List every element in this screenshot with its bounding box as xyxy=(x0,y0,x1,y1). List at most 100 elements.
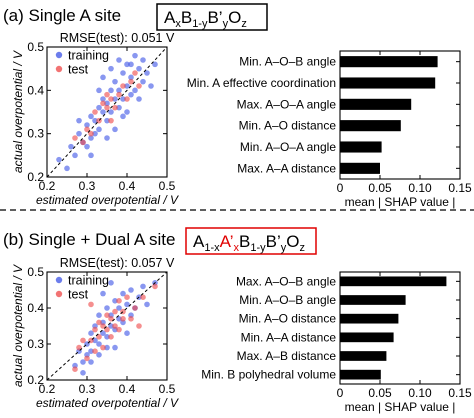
formula-part: y xyxy=(281,242,287,254)
feature-label: Min. A–O distance xyxy=(239,312,337,326)
training-point xyxy=(96,352,102,358)
training-point xyxy=(108,65,114,72)
formula-part: 1-x xyxy=(204,242,220,254)
training-point xyxy=(80,359,86,365)
x-tick-label: 0.2 xyxy=(39,382,56,396)
training-point xyxy=(116,57,122,63)
training-point xyxy=(116,316,122,322)
test-point xyxy=(132,305,138,311)
test-point xyxy=(92,348,98,355)
test-point xyxy=(120,83,126,89)
test-point xyxy=(88,301,94,308)
training-point xyxy=(100,109,106,115)
x-tick-label: 0.4 xyxy=(119,382,136,396)
test-point xyxy=(96,319,102,326)
shap-bar xyxy=(340,332,394,343)
legend-label: training xyxy=(68,274,109,288)
training-point xyxy=(108,323,114,329)
test-point xyxy=(112,323,118,329)
x-tick-label: 0.10 xyxy=(408,386,432,400)
x-tick-label: 0.05 xyxy=(368,386,392,400)
training-point xyxy=(64,165,70,172)
x-tick-label: 0 xyxy=(337,181,344,195)
plot-frame xyxy=(339,271,461,385)
scatter-plot-a: RMSE(test): 0.051 V 0.2 0.3 0.4 0.5 0.2 0.3 0.4… xyxy=(11,31,179,207)
x-tick-label: 0.3 xyxy=(79,179,96,193)
training-point xyxy=(140,78,146,85)
shap-bar xyxy=(340,295,406,305)
training-point xyxy=(128,61,134,68)
parity-line xyxy=(46,271,168,381)
training-point xyxy=(108,109,114,115)
training-point xyxy=(120,70,126,76)
test-point xyxy=(92,109,98,115)
shap-bar xyxy=(340,313,399,324)
training-point xyxy=(108,87,114,94)
training-point xyxy=(140,57,146,63)
training-point xyxy=(124,83,130,89)
feature-label: Min. A effective coordination xyxy=(187,76,336,90)
test-point xyxy=(104,312,110,319)
training-point xyxy=(112,298,118,304)
training-point xyxy=(88,113,94,120)
training-point xyxy=(144,301,150,308)
legend-marker xyxy=(55,276,63,284)
training-point xyxy=(108,280,114,286)
x-tick-label: 0.15 xyxy=(448,386,472,400)
test-point xyxy=(120,316,126,322)
training-point xyxy=(120,96,126,102)
test-point xyxy=(108,316,114,322)
test-point xyxy=(136,323,142,329)
formula-part: B’ xyxy=(266,232,281,251)
test-point xyxy=(104,326,110,333)
x-tick-label: 0.15 xyxy=(448,181,472,195)
test-point xyxy=(112,104,118,111)
training-point xyxy=(84,122,90,128)
test-point xyxy=(152,283,158,290)
y-axis-label: actual overpotential / V xyxy=(11,50,25,173)
shap-bar xyxy=(340,351,387,361)
test-point xyxy=(88,130,94,137)
test-point xyxy=(80,139,86,146)
training-point xyxy=(104,100,110,107)
x-tick-label: 0.05 xyxy=(368,181,392,195)
shap-bar xyxy=(340,369,381,380)
training-point xyxy=(96,126,102,133)
legend-marker xyxy=(55,51,63,59)
feature-label: Min. A–O–A angle xyxy=(240,140,336,154)
panel-a-label: (a) Single A site xyxy=(3,6,121,25)
y-tick-label: 0.4 xyxy=(27,83,44,97)
training-point xyxy=(128,74,134,81)
training-point xyxy=(128,91,134,98)
training-point xyxy=(128,287,134,293)
training-point xyxy=(96,341,102,347)
feature-label: Max. A–A distance xyxy=(237,161,336,175)
plot-frame xyxy=(46,271,168,381)
shap-bar xyxy=(340,141,382,153)
feature-label: Min. A–O distance xyxy=(239,119,337,133)
x-tick-label: 0.5 xyxy=(159,382,176,396)
shap-bar-chart-a: Min. A–O–B angle Min. A effective coordin… xyxy=(187,50,472,209)
test-point xyxy=(92,326,98,333)
training-point xyxy=(104,117,110,124)
x-tick-label: 0.4 xyxy=(119,179,136,193)
test-point xyxy=(128,78,134,85)
x-tick-label: 0.2 xyxy=(39,179,56,193)
training-point xyxy=(88,152,94,159)
feature-label: Max. A–B distance xyxy=(237,349,337,363)
formula-part: B xyxy=(181,8,192,27)
training-point xyxy=(96,312,102,319)
shap-bar xyxy=(340,77,436,89)
training-point xyxy=(124,61,130,68)
training-point xyxy=(112,78,118,85)
feature-label: Min. A–A distance xyxy=(241,330,337,344)
test-point xyxy=(72,366,78,373)
formula-part: B xyxy=(239,232,250,251)
formula-part: y xyxy=(223,18,229,30)
formula-text: A1-xA’xB1-yB’yOz xyxy=(193,232,305,254)
formula-part: A’ xyxy=(220,232,234,251)
shap-bar xyxy=(340,98,412,110)
formula-part: x xyxy=(175,18,181,30)
training-point xyxy=(92,130,98,137)
training-point xyxy=(72,152,78,159)
